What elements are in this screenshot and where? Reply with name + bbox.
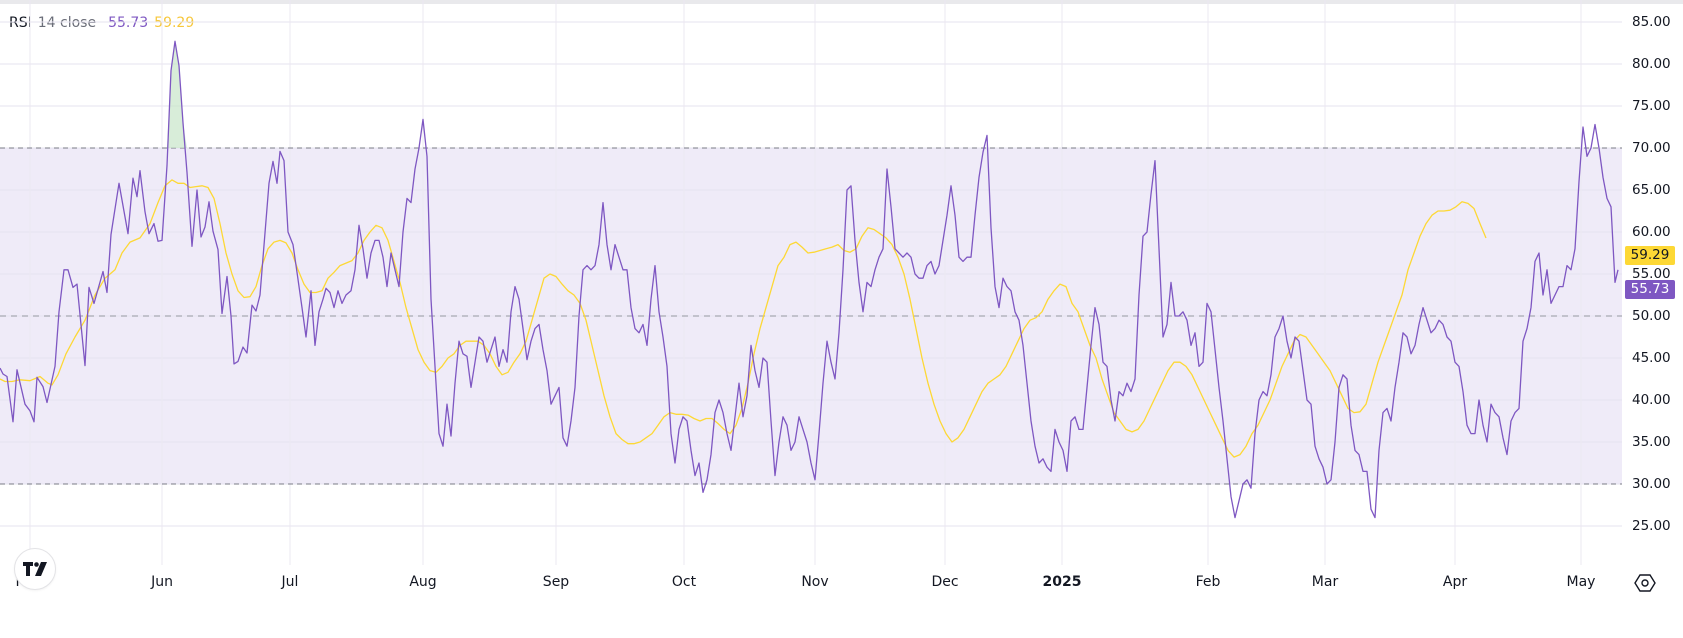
y-tick-label: 45.00 [1632, 350, 1671, 366]
y-tick-label: 75.00 [1632, 98, 1671, 114]
x-tick-label: Sep [542, 574, 570, 590]
price-scale[interactable]: 85.00 80.00 75.00 70.00 65.00 60.00 55.00 50.00… [1622, 0, 1683, 604]
rsi-chart-pane[interactable] [0, 0, 1622, 604]
indicator-legend[interactable]: RSI 14 close 55.73 59.29 [9, 15, 194, 31]
top-border [0, 0, 1683, 4]
x-tick-label: Jun [151, 574, 173, 590]
ma-value: 59.29 [154, 15, 195, 31]
tradingview-logo-icon[interactable] [14, 548, 56, 590]
y-tick-label: 65.00 [1632, 182, 1671, 198]
x-tick-label: Oct [671, 574, 697, 590]
y-tick-label: 35.00 [1632, 434, 1671, 450]
y-tick-label: 25.00 [1632, 518, 1671, 534]
y-tick-label: 30.00 [1632, 476, 1671, 492]
rsi-price-label: 55.73 [1625, 280, 1675, 299]
x-tick-label: 2025 [1042, 574, 1082, 590]
x-tick-label: Apr [1442, 574, 1468, 590]
overbought-fill [162, 41, 187, 148]
y-tick-label: 60.00 [1632, 224, 1671, 240]
x-tick-label: Aug [409, 574, 437, 590]
indicator-name: RSI [9, 15, 32, 31]
x-tick-label: Feb [1195, 574, 1221, 590]
x-tick-label: Nov [801, 574, 829, 590]
y-tick-label: 70.00 [1632, 140, 1671, 156]
y-tick-label: 50.00 [1632, 308, 1671, 324]
y-tick-label: 80.00 [1632, 56, 1671, 72]
x-tick-label: Jul [281, 574, 299, 590]
x-tick-label: Dec [931, 574, 959, 590]
rsi-ma-line [0, 179, 1487, 458]
y-tick-label: 55.00 [1632, 266, 1671, 282]
indicator-params: 14 close [37, 15, 97, 31]
x-tick-label: May [1566, 574, 1596, 590]
rsi-line [0, 40, 1619, 519]
x-tick-label: Mar [1311, 574, 1339, 590]
y-tick-label: 40.00 [1632, 392, 1671, 408]
settings-hexagon-icon[interactable] [1634, 572, 1656, 594]
y-tick-label: 85.00 [1632, 14, 1671, 30]
rsi-value: 55.73 [108, 15, 149, 31]
ma-price-label: 59.29 [1625, 246, 1675, 265]
